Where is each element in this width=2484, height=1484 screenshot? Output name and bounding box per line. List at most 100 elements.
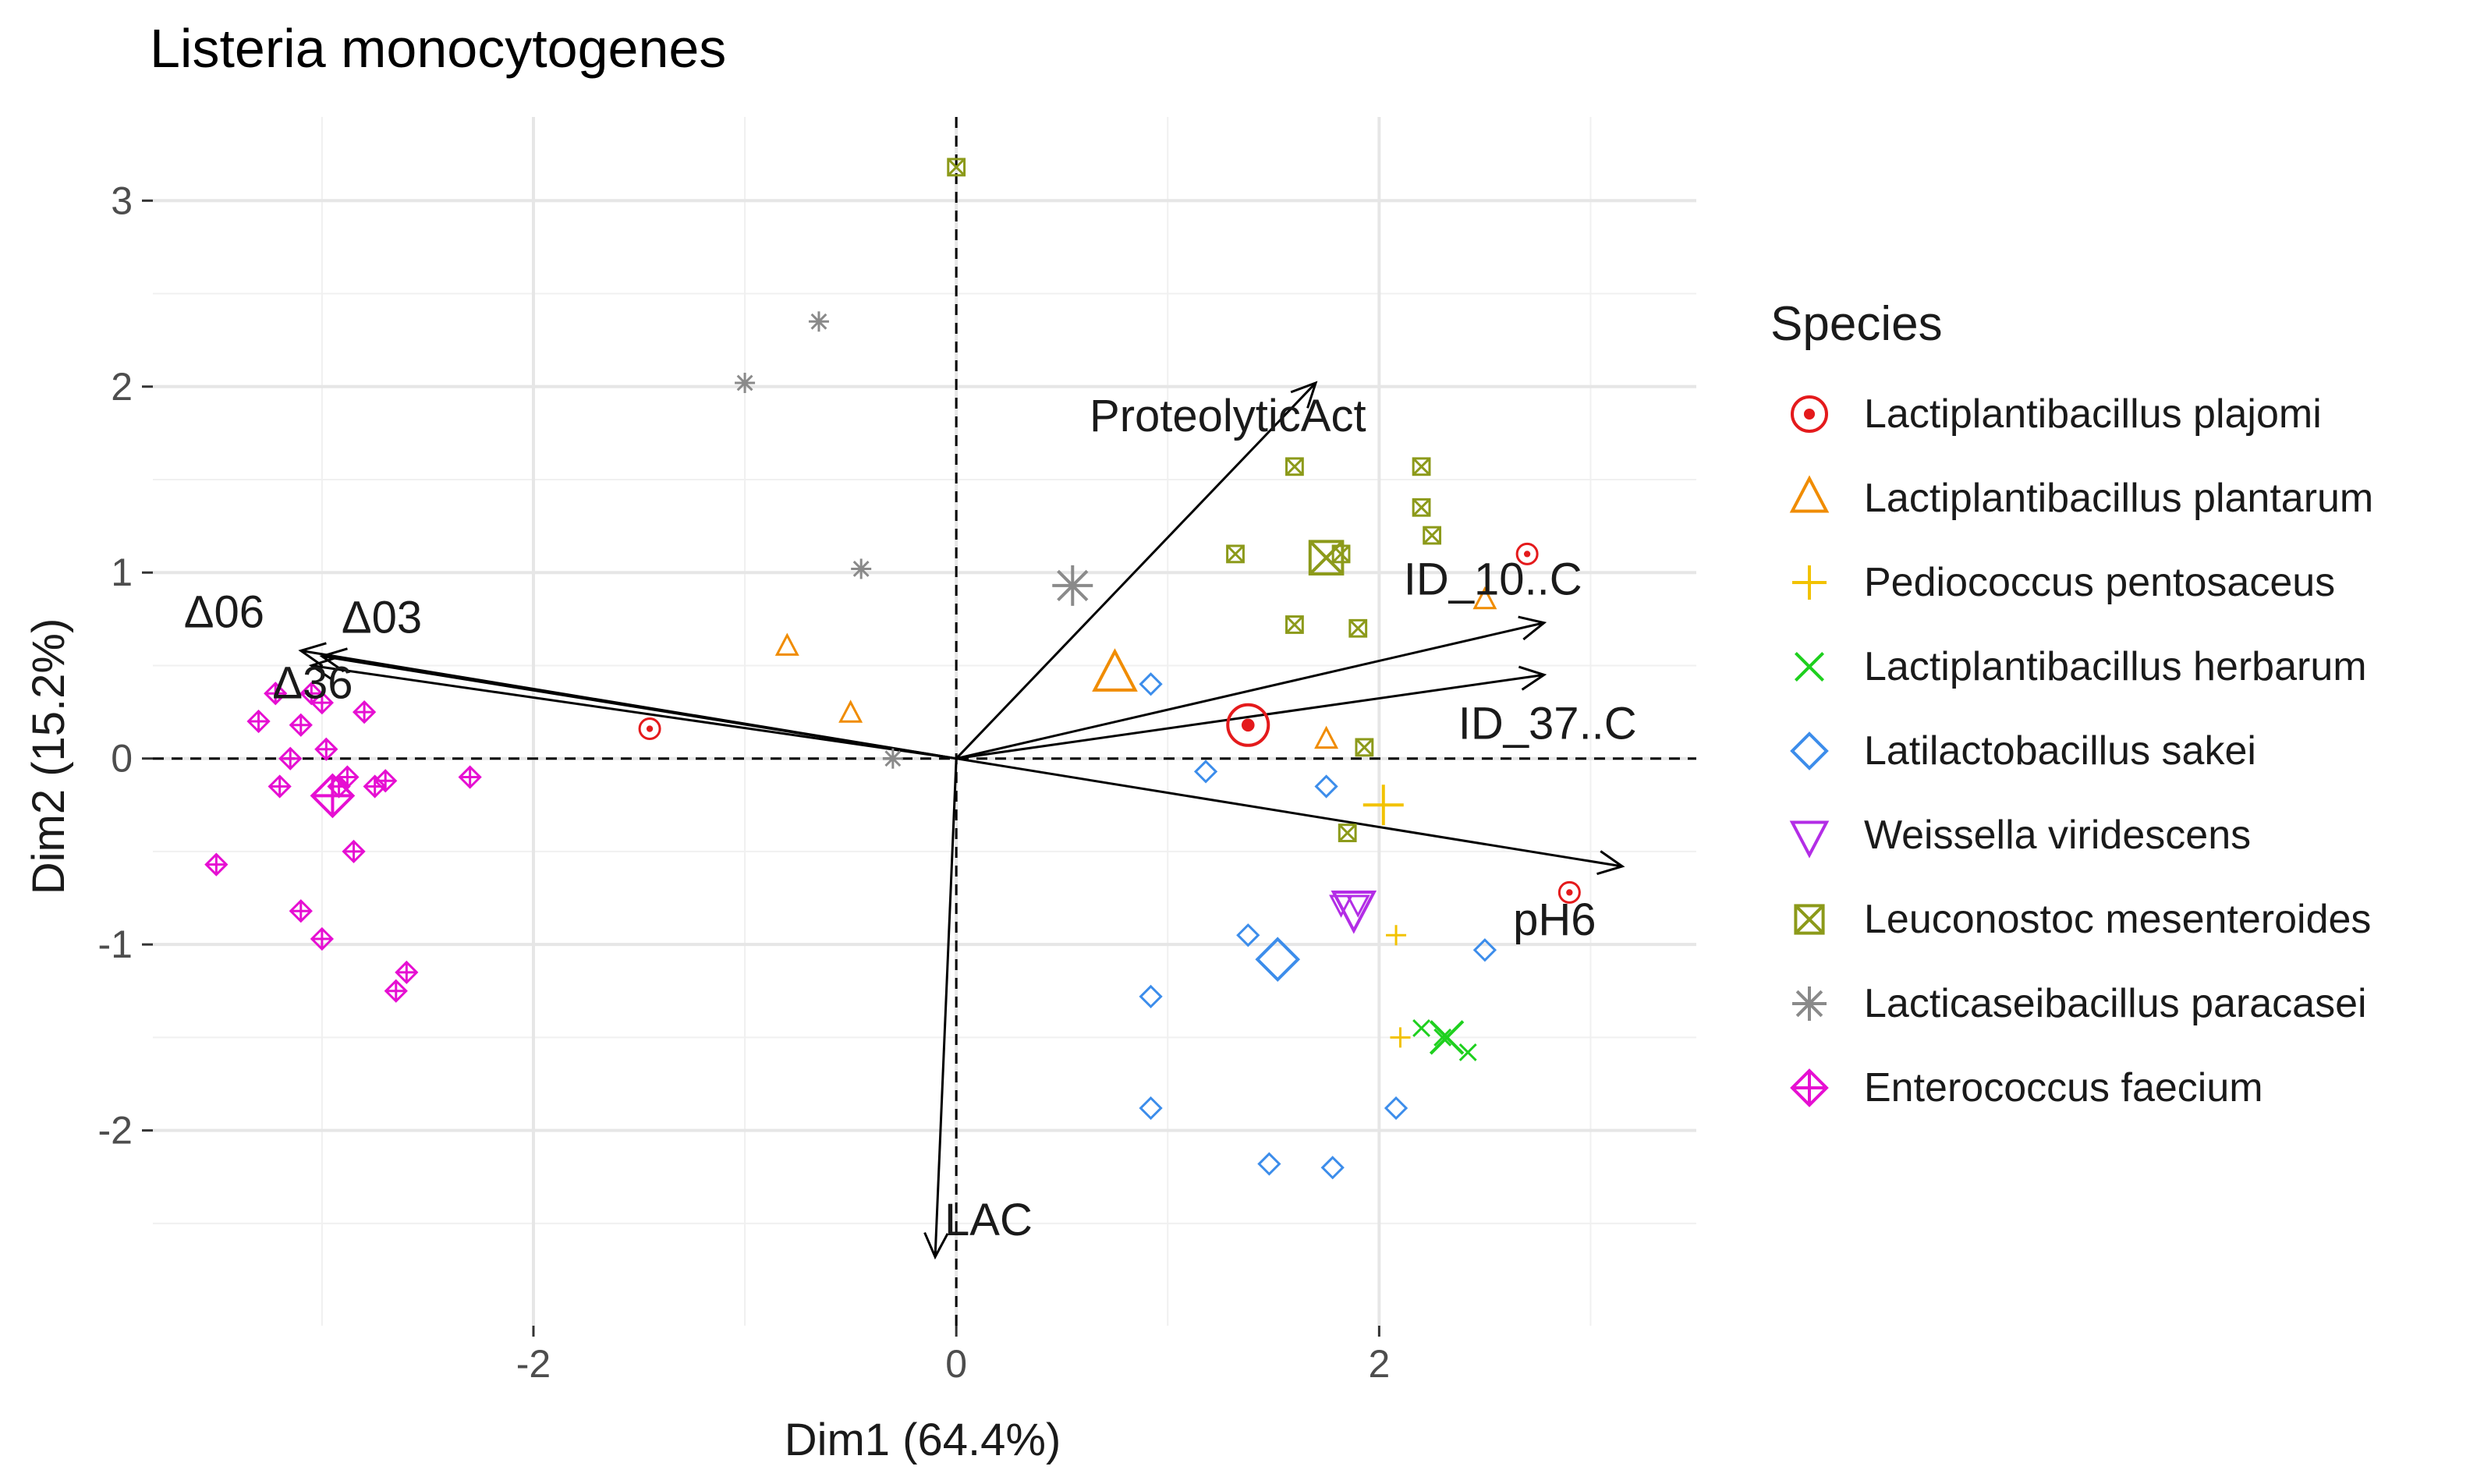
data-point	[1433, 1028, 1452, 1047]
data-point	[1285, 457, 1304, 476]
arrow	[955, 757, 1625, 876]
group-centroid	[1255, 937, 1301, 983]
data-point	[278, 746, 303, 770]
data-point	[1320, 1156, 1345, 1180]
legend-label: Weissella viridescens	[1864, 813, 2252, 858]
reference-lines	[153, 117, 1696, 1326]
data-point	[342, 839, 366, 864]
series-0	[638, 542, 1581, 904]
y-tick-label: -2	[98, 1109, 133, 1153]
group-centroid	[1331, 890, 1377, 934]
data-point	[314, 737, 338, 761]
arrow	[955, 615, 1547, 760]
legend-key-icon	[1792, 986, 1827, 1021]
legend-label: Pediococcus pentosaceus	[1864, 560, 2336, 605]
group-centroid	[1052, 565, 1093, 606]
group-centroid	[1429, 1020, 1465, 1055]
data-point	[352, 699, 377, 724]
x-tick-label: 0	[945, 1342, 967, 1386]
arrow	[955, 381, 1318, 760]
legend: Species Lactiplantibacillus plajomi Lacti…	[1770, 296, 2373, 1130]
series-4	[1139, 672, 1497, 1180]
series-2	[1362, 785, 1411, 1048]
arrow	[298, 642, 957, 760]
data-point	[1515, 542, 1539, 565]
arrow-label: ID_10..C	[1404, 554, 1582, 605]
legend-item: Latilactobacillus sakei	[1770, 709, 2373, 793]
x-tick-label: 2	[1368, 1342, 1390, 1386]
data-point	[1355, 738, 1374, 757]
data-point	[1384, 1096, 1409, 1121]
legend-key-icon	[1792, 565, 1827, 600]
data-point	[310, 926, 334, 951]
x-tick-label: -2	[516, 1342, 551, 1386]
data-point	[268, 774, 292, 799]
data-point	[1139, 1096, 1163, 1121]
legend-key-icon	[1791, 395, 1828, 433]
data-point	[310, 691, 334, 715]
data-point	[808, 311, 829, 332]
legend-item: Lactiplantibacillus herbarum	[1770, 625, 2373, 709]
data-point	[1386, 925, 1407, 946]
data-point	[1139, 984, 1163, 1009]
data-point	[264, 682, 288, 706]
series-7	[735, 311, 1093, 769]
data-point	[289, 713, 313, 737]
arrow-label: LAC	[944, 1195, 1033, 1245]
arrow	[923, 758, 958, 1260]
group-centroid	[310, 773, 356, 819]
series-8	[204, 682, 482, 1003]
y-tick-label: 2	[111, 365, 133, 409]
legend-label: Latilactobacillus sakei	[1864, 728, 2256, 774]
data-point	[1329, 894, 1354, 918]
arrow-label: Δ06	[184, 586, 264, 637]
legend-item: Lactiplantibacillus plantarum	[1770, 456, 2373, 540]
data-points	[204, 158, 1581, 1180]
legend-key-icon	[1789, 475, 1830, 513]
data-point	[851, 558, 872, 579]
arrow-label: Δ36	[272, 657, 353, 708]
data-point	[204, 852, 229, 877]
data-point	[1557, 880, 1581, 904]
arrow-label: Δ03	[342, 593, 422, 643]
arrow-label: pH6	[1513, 894, 1596, 945]
data-point	[638, 717, 661, 741]
legend-key-icon	[1789, 820, 1830, 859]
series-5	[1329, 890, 1377, 934]
data-point	[1412, 498, 1431, 517]
chart-title: Listeria monocytogenes	[150, 18, 727, 79]
data-point	[289, 899, 313, 923]
y-axis-title: Dim2 (15.2%)	[23, 618, 74, 895]
arrow-label: ProteolyticAct	[1090, 391, 1366, 441]
legend-label: Lactiplantibacillus plajomi	[1864, 391, 2322, 437]
data-point	[1412, 457, 1431, 476]
arrow-label: ID_37..C	[1458, 698, 1637, 749]
legend-title: Species	[1770, 297, 1943, 351]
data-point	[1348, 618, 1368, 638]
legend-item: Pediococcus pentosaceus	[1770, 540, 2373, 625]
legend-label: Lactiplantibacillus herbarum	[1864, 644, 2367, 689]
arrow	[308, 656, 957, 760]
data-point	[838, 699, 863, 723]
y-tick-label: 0	[111, 737, 133, 781]
legend-item: Enterococcus faecium	[1770, 1046, 2373, 1130]
data-point	[735, 373, 756, 393]
data-point	[1285, 615, 1304, 634]
variable-arrows	[298, 381, 1625, 1260]
series-6	[947, 158, 1442, 842]
legend-key-icon	[1794, 904, 1825, 935]
group-centroid	[1362, 785, 1404, 826]
group-centroid	[1092, 648, 1138, 692]
data-point	[1314, 725, 1339, 749]
y-tick-label: 1	[111, 551, 133, 594]
data-point	[1139, 672, 1163, 696]
y-tick-label: 3	[111, 179, 133, 222]
group-centroid	[1308, 540, 1345, 576]
data-point	[1314, 774, 1338, 799]
data-point	[1345, 894, 1370, 918]
data-point	[458, 765, 482, 789]
data-point	[335, 765, 360, 789]
legend-item: Weissella viridescens	[1770, 793, 2373, 877]
data-point	[1472, 586, 1497, 610]
